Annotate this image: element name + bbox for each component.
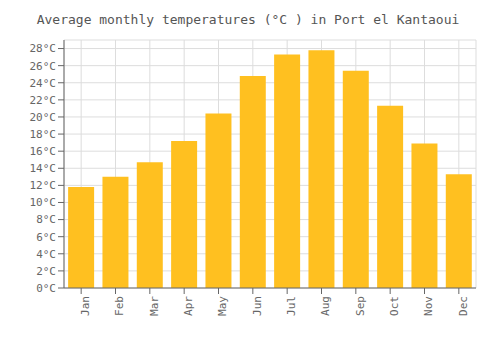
svg-text:8°C: 8°C — [36, 213, 56, 226]
html-text:Average monthly temperatures (: Average monthly temperatures (°C ) in Po… — [36, 12, 460, 27]
svg-text:Oct: Oct — [388, 296, 401, 316]
svg-text:24°C: 24°C — [30, 77, 57, 90]
svg-text:Nov: Nov — [422, 296, 435, 316]
svg-text:Jul: Jul — [285, 296, 298, 316]
svg-text:Jan: Jan — [79, 296, 92, 316]
svg-text:Aug: Aug — [319, 296, 332, 316]
svg-text:18°C: 18°C — [30, 128, 57, 141]
svg-text:Dec: Dec — [457, 296, 470, 316]
svg-text:10°C: 10°C — [30, 196, 57, 209]
svg-text:14°C: 14°C — [30, 162, 57, 175]
svg-text:Jun: Jun — [251, 296, 264, 316]
svg-text:26°C: 26°C — [30, 60, 57, 73]
svg-text:20°C: 20°C — [30, 111, 57, 124]
svg-text:16°C: 16°C — [30, 145, 57, 158]
svg-text:28°C: 28°C — [30, 42, 57, 55]
svg-text:Sep: Sep — [354, 296, 367, 316]
svg-text:May: May — [216, 296, 229, 316]
svg-text:Mar: Mar — [148, 296, 161, 316]
svg-text:Apr: Apr — [182, 296, 195, 316]
svg-text:Feb: Feb — [113, 296, 126, 316]
svg-text:2°C: 2°C — [36, 265, 56, 278]
svg-text:4°C: 4°C — [36, 248, 56, 261]
svg-text:22°C: 22°C — [30, 94, 57, 107]
svg-text:6°C: 6°C — [36, 231, 56, 244]
svg-text:0°C: 0°C — [36, 282, 56, 295]
svg-text:12°C: 12°C — [30, 179, 57, 192]
